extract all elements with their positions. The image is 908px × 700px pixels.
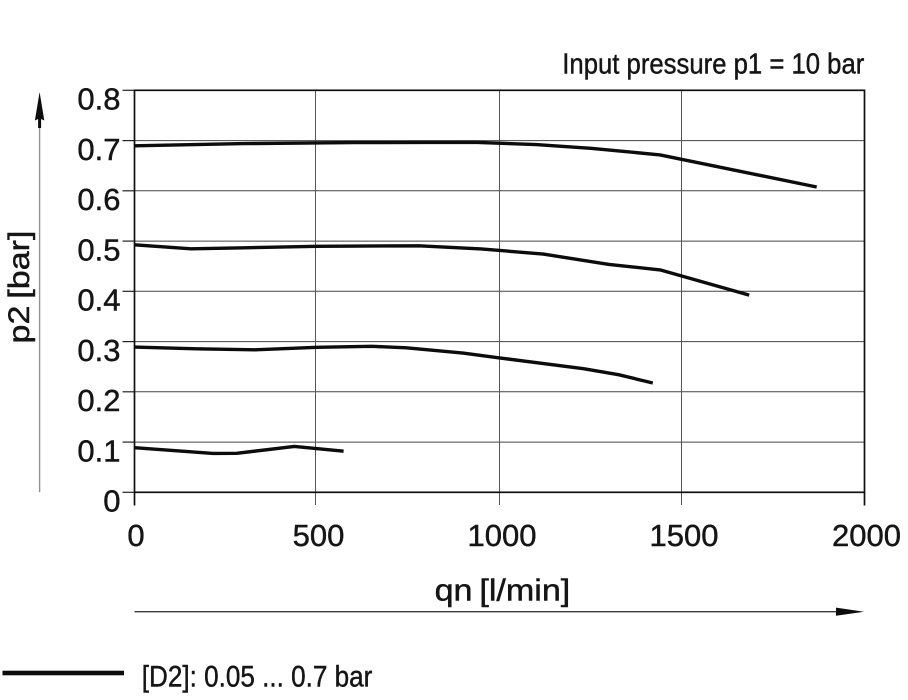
svg-text:0.8: 0.8 — [77, 82, 120, 117]
svg-text:qn [l/min]: qn [l/min] — [435, 573, 571, 608]
svg-text:0.3: 0.3 — [77, 333, 120, 368]
svg-text:0.4: 0.4 — [77, 283, 120, 318]
svg-text:1000: 1000 — [468, 518, 537, 553]
svg-text:[D2]: 0.05 ... 0.7 bar: [D2]: 0.05 ... 0.7 bar — [142, 661, 373, 694]
svg-text:0.2: 0.2 — [77, 383, 120, 418]
svg-text:0: 0 — [127, 518, 144, 553]
svg-text:0.6: 0.6 — [77, 182, 120, 217]
svg-text:0.1: 0.1 — [77, 433, 120, 468]
svg-text:0: 0 — [103, 484, 120, 519]
svg-text:Input pressure p1 = 10 bar: Input pressure p1 = 10 bar — [562, 49, 864, 81]
svg-text:500: 500 — [293, 518, 345, 553]
svg-text:1500: 1500 — [650, 518, 719, 553]
svg-text:0.5: 0.5 — [77, 232, 120, 267]
svg-text:p2 [bar]: p2 [bar] — [3, 231, 36, 344]
svg-text:2000: 2000 — [832, 518, 901, 553]
svg-text:0.7: 0.7 — [77, 132, 120, 167]
